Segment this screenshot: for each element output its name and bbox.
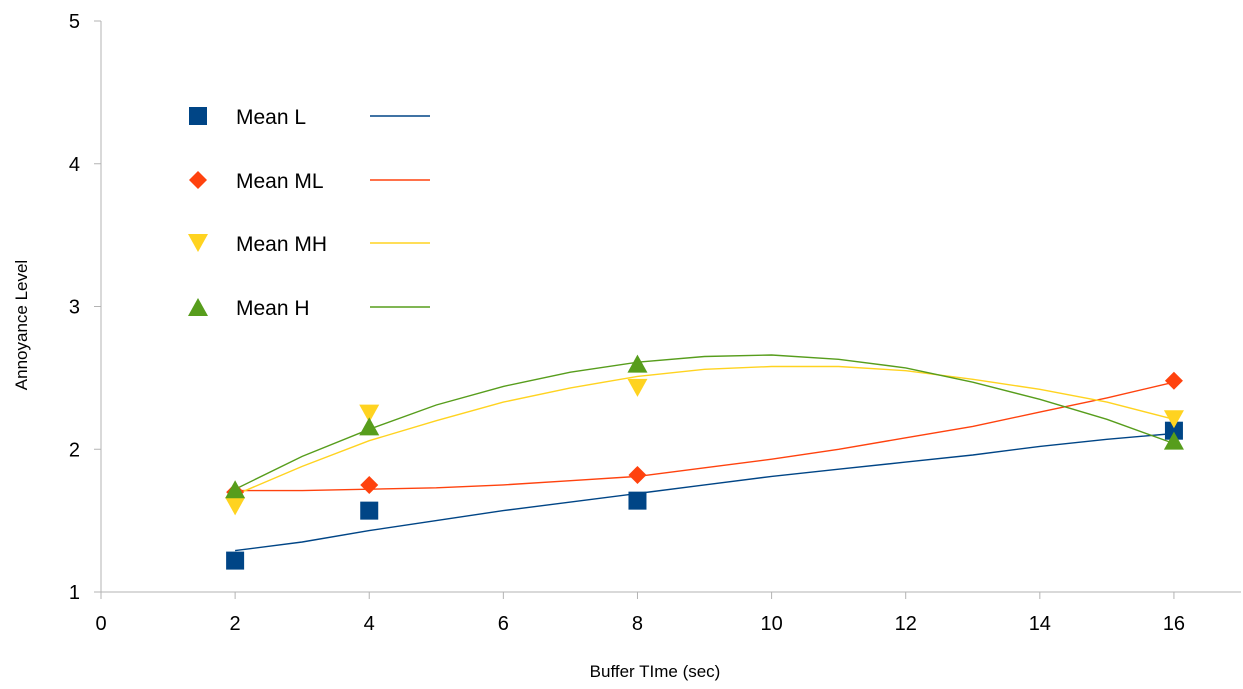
data-point-mean-h [627,354,648,373]
legend-label: Mean ML [236,170,324,193]
x-axis-title: Buffer TIme (sec) [590,662,721,681]
data-point-mean-ml [360,475,379,494]
x-tick-label: 10 [760,613,782,635]
legend-entry: Mean H [188,297,430,320]
trendline-mean-l [235,432,1174,552]
data-point-mean-mh [627,378,648,397]
legend-label: Mean H [236,297,310,320]
x-tick-label: 16 [1163,613,1185,635]
x-tick-label: 14 [1029,613,1051,635]
legend-marker [188,234,208,252]
y-tick-label: 2 [69,439,80,461]
data-point-mean-mh [359,404,380,423]
data-point-mean-l [226,551,245,570]
x-tick-label: 0 [95,613,106,635]
legend-label: Mean L [236,106,306,129]
legend-marker [189,171,207,189]
trendline-mean-ml [235,381,1175,492]
data-point-mean-l [628,491,647,510]
data-point-mean-l [360,501,379,520]
y-tick-label: 4 [69,154,80,176]
trendline-mean-h [234,354,1175,490]
x-tick-label: 6 [498,613,509,635]
trendlines [234,354,1175,552]
legend-entry: Mean L [189,106,430,129]
legend-entry: Mean MH [188,233,430,256]
legend-marker [188,298,208,316]
legend: Mean L Mean ML Mean MH Mean H [188,106,430,320]
y-tick-label: 1 [69,582,80,604]
legend-entry: Mean ML [189,170,430,193]
y-axis-title: Annoyance Level [12,260,31,390]
data-point-mean-h [225,480,246,499]
y-tick-label: 3 [69,297,80,319]
x-tick-label: 2 [230,613,241,635]
data-point-mean-ml [628,465,647,484]
x-tick-label: 4 [364,613,375,635]
data-point-mean-mh [225,497,246,516]
data-markers [225,354,1184,570]
legend-label: Mean MH [236,233,327,256]
x-tick-label: 8 [632,613,643,635]
trendline-mean-mh [234,365,1175,496]
legend-marker [189,107,207,125]
data-point-mean-h [1163,431,1184,450]
x-tick-label: 12 [895,613,917,635]
data-point-mean-ml [1164,371,1183,390]
data-point-mean-l [1164,421,1183,440]
data-point-mean-mh [1163,410,1184,429]
y-tick-label: 5 [69,11,80,33]
data-point-mean-h [359,417,380,436]
